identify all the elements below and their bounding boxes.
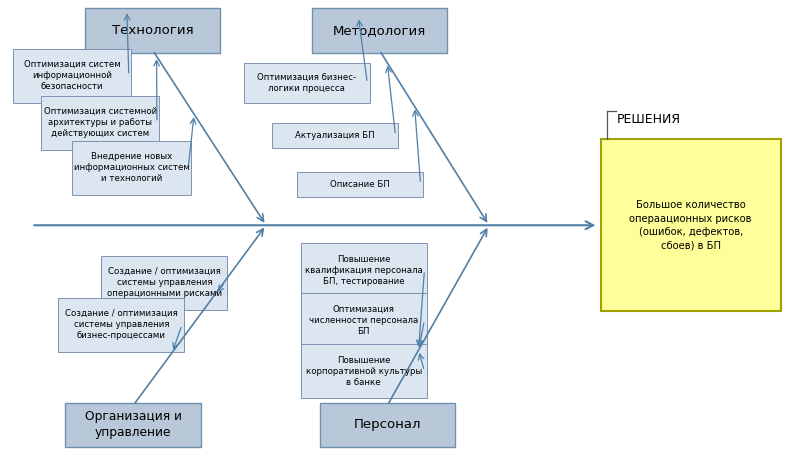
FancyBboxPatch shape (101, 256, 227, 310)
Text: Внедрение новых
информационных систем
и технологий: Внедрение новых информационных систем и … (73, 152, 189, 183)
FancyBboxPatch shape (58, 298, 184, 352)
Text: Повышение
квалификация персонала
БП, тестирование: Повышение квалификация персонала БП, тес… (305, 255, 423, 286)
Text: Оптимизация системной
архитектуры и работы
действующих систем: Оптимизация системной архитектуры и рабо… (44, 107, 157, 138)
Text: Оптимизация систем
информационной
безопасности: Оптимизация систем информационной безопа… (24, 60, 120, 91)
FancyBboxPatch shape (13, 49, 131, 103)
FancyBboxPatch shape (312, 8, 447, 53)
Text: Большое количество
операационных рисков
(ошибок, дефектов,
сбоев) в БП: Большое количество операационных рисков … (630, 201, 752, 250)
FancyBboxPatch shape (272, 123, 398, 148)
Text: РЕШЕНИЯ: РЕШЕНИЯ (616, 113, 681, 126)
FancyBboxPatch shape (297, 172, 423, 196)
Text: Создание / оптимизация
системы управления
бизнес-процессами: Создание / оптимизация системы управлени… (65, 309, 178, 340)
Text: Оптимизация
численности персонала
БП: Оптимизация численности персонала БП (309, 305, 418, 336)
FancyBboxPatch shape (243, 63, 369, 103)
Text: Оптимизация бизнес-
логики процесса: Оптимизация бизнес- логики процесса (257, 73, 356, 93)
Text: Создание / оптимизация
системы управления
операционными рисками: Создание / оптимизация системы управлени… (107, 267, 222, 299)
FancyBboxPatch shape (301, 243, 427, 297)
Text: Технология: Технология (112, 24, 193, 37)
Text: Актуализация БП: Актуализация БП (295, 131, 375, 140)
FancyBboxPatch shape (301, 293, 427, 347)
Text: Методология: Методология (333, 24, 426, 37)
FancyBboxPatch shape (41, 96, 160, 150)
FancyBboxPatch shape (73, 141, 191, 195)
Text: Описание БП: Описание БП (330, 180, 390, 189)
Text: Персонал: Персонал (354, 419, 421, 431)
Text: Организация и
управление: Организация и управление (85, 410, 182, 440)
Text: Повышение
корпоративной культуры
в банке: Повышение корпоративной культуры в банке (306, 355, 422, 387)
FancyBboxPatch shape (601, 139, 780, 311)
FancyBboxPatch shape (65, 403, 201, 447)
FancyBboxPatch shape (301, 344, 427, 398)
FancyBboxPatch shape (320, 403, 455, 447)
FancyBboxPatch shape (85, 8, 220, 53)
